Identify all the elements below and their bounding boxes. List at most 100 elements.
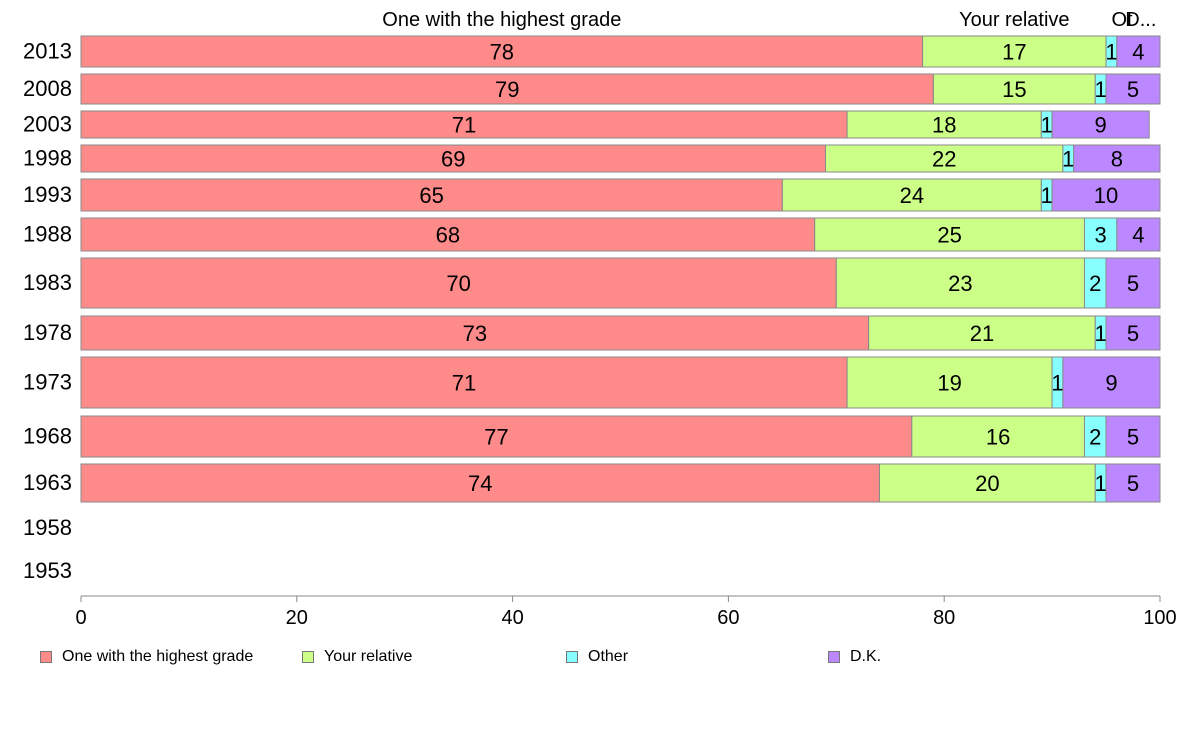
bar-segment	[80, 356, 848, 409]
data-label: 1	[1095, 77, 1107, 102]
category-label: 1973	[23, 370, 72, 395]
stacked-bar-chart: One with the highest grade Your relative O…	[23, 9, 1177, 629]
x-tick-label: 0	[75, 607, 86, 629]
bar-segment	[80, 217, 816, 252]
category-label: 2003	[23, 112, 72, 137]
data-label: 20	[975, 471, 999, 496]
category-label: 1993	[23, 182, 72, 207]
data-label: 5	[1127, 425, 1139, 450]
series-header-2: Ot	[1111, 9, 1133, 31]
data-label: 1	[1041, 113, 1053, 138]
legend-swatch	[40, 651, 52, 663]
data-label: 16	[986, 425, 1010, 450]
data-label: 71	[452, 371, 476, 396]
data-label: 1	[1105, 40, 1117, 65]
data-label: 1	[1041, 183, 1053, 208]
legend-label: Your relative	[324, 648, 413, 665]
data-label: 68	[436, 223, 460, 248]
bar-segment	[1105, 73, 1161, 105]
bar-segment	[825, 144, 1064, 173]
data-label: 23	[948, 271, 972, 296]
bar-segment	[932, 73, 1096, 105]
data-label: 4	[1132, 40, 1144, 65]
data-label: 24	[900, 183, 924, 208]
bar-segment	[1051, 178, 1161, 212]
x-tick-label: 40	[501, 607, 523, 629]
data-label: 65	[419, 183, 443, 208]
legend-label: One with the highest grade	[62, 648, 254, 665]
bar-segment	[80, 257, 837, 309]
bar-segment	[80, 110, 848, 139]
data-label: 74	[468, 471, 492, 496]
bar-segment	[80, 144, 827, 173]
data-label: 10	[1094, 183, 1118, 208]
bar-segment	[1051, 110, 1150, 139]
legend-item: Other	[566, 648, 628, 666]
legend-item: One with the highest grade	[40, 648, 253, 666]
bar-segment	[1105, 315, 1161, 351]
category-label: 1963	[23, 470, 72, 495]
category-label: 1968	[23, 424, 72, 449]
legend-item: D.K.	[828, 648, 881, 666]
data-label: 78	[490, 40, 514, 65]
bar-segment	[80, 415, 913, 458]
data-label: 70	[446, 271, 470, 296]
series-header-0: One with the highest grade	[382, 9, 621, 31]
bar-segment	[1105, 415, 1161, 458]
data-label: 4	[1132, 223, 1144, 248]
bar-segment	[814, 217, 1085, 252]
data-label: 5	[1127, 77, 1139, 102]
x-tick-label: 20	[286, 607, 308, 629]
category-label: 1988	[23, 222, 72, 247]
bar-segment	[1062, 356, 1161, 409]
bar-segment	[1116, 217, 1161, 252]
data-label: 5	[1127, 271, 1139, 296]
x-tick-label: 60	[717, 607, 739, 629]
data-label: 17	[1002, 40, 1026, 65]
category-label: 1978	[23, 320, 72, 345]
bar-segment	[1105, 463, 1161, 503]
legend-swatch	[828, 651, 840, 663]
data-label: 77	[484, 425, 508, 450]
data-label: 9	[1105, 371, 1117, 396]
data-label: 1	[1095, 321, 1107, 346]
data-label: 3	[1095, 223, 1107, 248]
data-label: 69	[441, 147, 465, 172]
series-header-1: Your relative	[959, 9, 1069, 31]
chart-legend: One with the highest grade Your relative O…	[0, 648, 1188, 672]
bar-segment	[80, 463, 880, 503]
x-tick-label: 80	[933, 607, 955, 629]
category-label: 1958	[23, 515, 72, 540]
data-label: 5	[1127, 471, 1139, 496]
category-label: 1953	[23, 558, 72, 583]
data-label: 25	[937, 223, 961, 248]
data-label: 2	[1089, 271, 1101, 296]
legend-swatch	[302, 651, 314, 663]
category-label: 1983	[23, 270, 72, 295]
data-label: 2	[1089, 425, 1101, 450]
legend-label: D.K.	[850, 648, 882, 665]
bar-segment	[1073, 144, 1161, 173]
data-label: 15	[1002, 77, 1026, 102]
x-tick-label: 100	[1143, 607, 1176, 629]
data-label: 8	[1111, 147, 1123, 172]
data-label: 18	[932, 113, 956, 138]
bar-segment	[846, 356, 1053, 409]
bar-segment	[80, 178, 783, 212]
bar-segment	[835, 257, 1085, 309]
data-label: 9	[1095, 113, 1107, 138]
category-label: 2008	[23, 76, 72, 101]
bar-segment	[922, 35, 1107, 68]
data-label: 1	[1095, 471, 1107, 496]
data-label: 1	[1051, 371, 1063, 396]
category-label: 2013	[23, 39, 72, 64]
data-label: 19	[937, 371, 961, 396]
category-label: 1998	[23, 146, 72, 171]
bar-segment	[80, 73, 934, 105]
legend-item: Your relative	[302, 648, 412, 666]
data-label: 22	[932, 147, 956, 172]
data-label: 73	[463, 321, 487, 346]
data-label: 79	[495, 77, 519, 102]
bar-segment	[1083, 217, 1118, 252]
data-label: 71	[452, 113, 476, 138]
